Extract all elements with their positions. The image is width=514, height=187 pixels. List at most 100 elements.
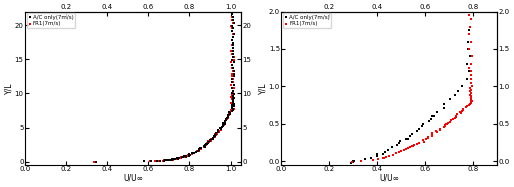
FR1(7m/s): [164, 158, 173, 161]
FR1(7m/s): [228, 75, 236, 78]
A/C only(7m/s): [228, 106, 236, 109]
FR1(7m/s): [468, 100, 476, 103]
A/C only(7m/s): [451, 94, 459, 96]
FR1(7m/s): [446, 120, 454, 123]
FR1(7m/s): [217, 128, 226, 131]
FR1(7m/s): [465, 47, 473, 50]
FR1(7m/s): [467, 96, 475, 99]
A/C only(7m/s): [229, 99, 237, 102]
A/C only(7m/s): [216, 127, 225, 130]
FR1(7m/s): [467, 101, 475, 104]
FR1(7m/s): [209, 135, 217, 138]
A/C only(7m/s): [458, 85, 466, 88]
A/C only(7m/s): [188, 152, 196, 155]
A/C only(7m/s): [171, 157, 179, 160]
A/C only(7m/s): [230, 75, 238, 78]
FR1(7m/s): [203, 141, 211, 144]
A/C only(7m/s): [446, 98, 454, 101]
A/C only(7m/s): [219, 121, 228, 124]
FR1(7m/s): [224, 116, 232, 119]
A/C only(7m/s): [228, 103, 236, 106]
FR1(7m/s): [181, 155, 189, 158]
A/C only(7m/s): [229, 101, 237, 104]
FR1(7m/s): [436, 128, 444, 131]
FR1(7m/s): [211, 134, 219, 137]
A/C only(7m/s): [229, 47, 237, 50]
FR1(7m/s): [186, 154, 194, 157]
FR1(7m/s): [229, 47, 237, 50]
FR1(7m/s): [228, 93, 236, 96]
FR1(7m/s): [467, 18, 475, 21]
FR1(7m/s): [428, 132, 436, 135]
FR1(7m/s): [188, 153, 196, 156]
FR1(7m/s): [200, 145, 208, 148]
A/C only(7m/s): [440, 106, 448, 109]
FR1(7m/s): [441, 125, 449, 128]
A/C only(7m/s): [153, 160, 161, 163]
FR1(7m/s): [229, 89, 237, 92]
FR1(7m/s): [228, 96, 236, 99]
A/C only(7m/s): [228, 13, 236, 16]
A/C only(7m/s): [229, 10, 237, 13]
FR1(7m/s): [185, 153, 193, 156]
A/C only(7m/s): [225, 111, 233, 114]
FR1(7m/s): [229, 36, 237, 39]
A/C only(7m/s): [229, 16, 237, 19]
A/C only(7m/s): [373, 152, 381, 155]
A/C only(7m/s): [210, 136, 218, 139]
FR1(7m/s): [219, 125, 227, 128]
A/C only(7m/s): [228, 38, 236, 41]
FR1(7m/s): [459, 107, 467, 110]
A/C only(7m/s): [208, 138, 216, 141]
A/C only(7m/s): [228, 86, 236, 89]
FR1(7m/s): [467, 77, 475, 80]
FR1(7m/s): [213, 132, 221, 135]
FR1(7m/s): [230, 86, 238, 89]
FR1(7m/s): [419, 139, 427, 142]
A/C only(7m/s): [229, 94, 237, 97]
A/C only(7m/s): [164, 158, 173, 161]
FR1(7m/s): [195, 149, 203, 152]
FR1(7m/s): [452, 114, 461, 117]
FR1(7m/s): [227, 61, 235, 64]
FR1(7m/s): [179, 155, 187, 158]
FR1(7m/s): [167, 158, 175, 161]
FR1(7m/s): [467, 95, 475, 98]
A/C only(7m/s): [216, 128, 225, 131]
FR1(7m/s): [413, 142, 421, 145]
A/C only(7m/s): [396, 140, 405, 142]
A/C only(7m/s): [190, 151, 198, 154]
A/C only(7m/s): [226, 113, 234, 116]
A/C only(7m/s): [196, 147, 204, 150]
A/C only(7m/s): [464, 40, 472, 43]
FR1(7m/s): [200, 144, 209, 147]
FR1(7m/s): [467, 62, 475, 65]
FR1(7m/s): [457, 109, 466, 112]
FR1(7m/s): [463, 105, 471, 108]
A/C only(7m/s): [440, 102, 449, 105]
FR1(7m/s): [422, 138, 430, 141]
FR1(7m/s): [186, 154, 194, 157]
A/C only(7m/s): [166, 158, 174, 161]
Y-axis label: Y/L: Y/L: [258, 82, 267, 94]
FR1(7m/s): [189, 151, 197, 154]
FR1(7m/s): [459, 108, 467, 111]
A/C only(7m/s): [175, 156, 183, 159]
FR1(7m/s): [467, 98, 475, 101]
A/C only(7m/s): [230, 21, 238, 24]
A/C only(7m/s): [160, 159, 169, 162]
FR1(7m/s): [201, 143, 210, 146]
A/C only(7m/s): [379, 152, 387, 155]
FR1(7m/s): [465, 14, 473, 17]
FR1(7m/s): [213, 133, 221, 136]
A/C only(7m/s): [193, 149, 201, 152]
FR1(7m/s): [229, 100, 237, 103]
FR1(7m/s): [462, 106, 470, 109]
A/C only(7m/s): [463, 77, 471, 80]
FR1(7m/s): [209, 136, 217, 139]
FR1(7m/s): [206, 139, 214, 142]
FR1(7m/s): [447, 119, 455, 122]
A/C only(7m/s): [229, 98, 237, 101]
FR1(7m/s): [444, 121, 452, 124]
FR1(7m/s): [219, 121, 227, 124]
